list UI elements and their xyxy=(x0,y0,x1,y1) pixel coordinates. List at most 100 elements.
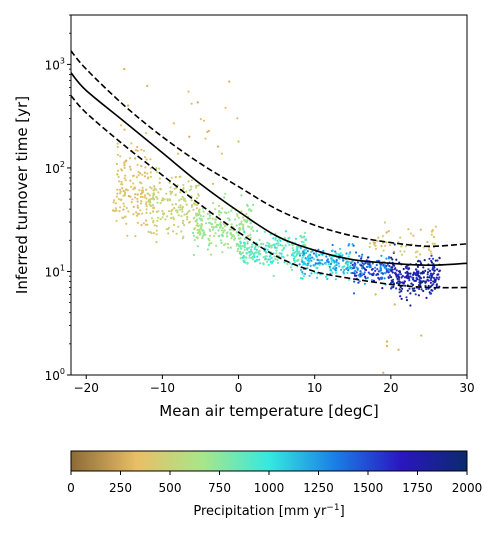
scatter-point xyxy=(415,274,418,277)
scatter-point xyxy=(427,284,430,288)
scatter-point xyxy=(239,244,242,247)
scatter-point xyxy=(195,214,198,217)
y-axis-label: Inferred turnover time [yr] xyxy=(13,96,31,294)
scatter-point xyxy=(145,205,148,208)
scatter-point xyxy=(279,239,282,242)
scatter-point xyxy=(437,278,440,281)
scatter-point xyxy=(315,266,318,269)
scatter-point xyxy=(408,287,411,290)
scatter-point xyxy=(145,211,148,214)
scatter-point xyxy=(400,273,403,276)
scatter-point xyxy=(134,193,137,196)
scatter-point xyxy=(219,221,222,224)
scatter-point xyxy=(318,254,321,257)
scatter-point xyxy=(430,261,433,264)
scatter-point xyxy=(136,204,139,207)
scatter-point xyxy=(406,273,409,276)
scatter-point xyxy=(420,288,423,291)
scatter-point xyxy=(299,268,302,271)
scatter-point xyxy=(176,152,180,155)
scatter-point xyxy=(237,234,240,237)
scatter-point xyxy=(209,222,212,225)
scatter-point xyxy=(425,288,428,291)
scatter-point xyxy=(217,145,220,148)
scatter-point xyxy=(366,276,369,279)
scatter-point xyxy=(348,252,351,256)
scatter-point xyxy=(211,228,215,231)
scatter-point xyxy=(346,265,349,268)
y-tick-label: 101 xyxy=(45,263,65,279)
scatter-point xyxy=(269,260,272,263)
scatter-point xyxy=(299,277,302,280)
scatter-point xyxy=(192,208,195,211)
scatter-point xyxy=(391,280,394,283)
scatter-point xyxy=(236,213,239,216)
scatter-point xyxy=(314,254,317,257)
scatter-point xyxy=(303,254,306,257)
scatter-point xyxy=(240,220,243,223)
scatter-point xyxy=(409,304,412,307)
scatter-point xyxy=(371,262,374,265)
scatter-point xyxy=(124,174,127,177)
scatter-point xyxy=(134,157,137,160)
scatter-point xyxy=(308,261,311,264)
scatter-point xyxy=(330,269,333,272)
scatter-point xyxy=(393,264,396,267)
scatter-point xyxy=(225,232,228,235)
scatter-point xyxy=(155,167,158,170)
scatter-point xyxy=(118,180,121,183)
scatter-point xyxy=(353,264,356,267)
scatter-point xyxy=(153,224,156,227)
scatter-point xyxy=(242,225,245,228)
scatter-point xyxy=(211,182,215,185)
scatter-point xyxy=(194,186,198,189)
scatter-point xyxy=(145,188,148,191)
scatter-point xyxy=(363,271,366,274)
scatter-point xyxy=(190,188,193,191)
scatter-point xyxy=(409,275,412,278)
scatter-point xyxy=(341,266,344,269)
scatter-point xyxy=(362,263,365,266)
scatter-point xyxy=(346,271,349,274)
scatter-point xyxy=(190,204,194,207)
scatter-point xyxy=(393,268,396,271)
scatter-point xyxy=(381,235,384,238)
scatter-point xyxy=(364,268,368,272)
scatter-point xyxy=(397,275,400,278)
scatter-point xyxy=(163,198,166,201)
scatter-point xyxy=(199,214,202,217)
scatter-point xyxy=(268,242,271,245)
scatter-point xyxy=(301,256,304,259)
scatter-point xyxy=(427,268,430,271)
scatter-point xyxy=(338,265,341,268)
scatter-point xyxy=(182,183,185,187)
scatter-point xyxy=(238,229,241,232)
scatter-point xyxy=(186,211,189,214)
scatter-point xyxy=(435,283,438,286)
scatter-point xyxy=(257,250,260,253)
scatter-point xyxy=(190,205,193,208)
colorbar-tick-label: 500 xyxy=(159,481,182,495)
scatter-point xyxy=(304,238,307,242)
scatter-point xyxy=(188,220,191,223)
scatter-point xyxy=(262,262,265,265)
scatter-point xyxy=(409,232,413,235)
scatter-point xyxy=(123,191,127,194)
scatter-point xyxy=(222,229,226,232)
scatter-point xyxy=(202,234,205,237)
scatter-point xyxy=(230,223,233,226)
scatter-point xyxy=(243,231,246,234)
scatter-point xyxy=(196,212,199,215)
scatter-point xyxy=(168,198,171,201)
scatter-point xyxy=(308,254,311,257)
scatter-point xyxy=(312,264,315,267)
scatter-point xyxy=(360,255,363,258)
scatter-point xyxy=(387,230,390,233)
scatter-point xyxy=(416,272,419,275)
scatter-point xyxy=(348,278,351,281)
scatter-point xyxy=(122,216,125,219)
scatter-point xyxy=(228,228,231,231)
scatter-point xyxy=(368,265,371,268)
scatter-point xyxy=(142,222,145,225)
scatter-point xyxy=(150,204,153,208)
